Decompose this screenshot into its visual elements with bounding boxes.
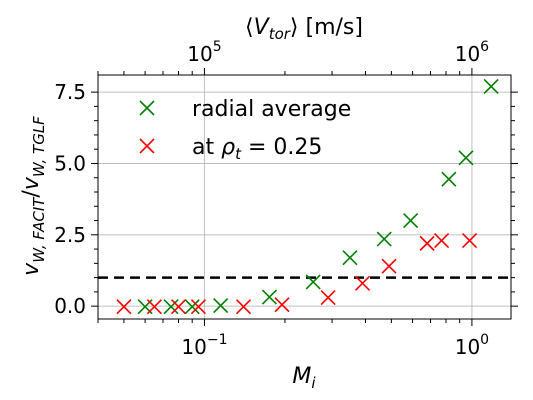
- marker-stroke: [320, 290, 336, 306]
- point-radial-average: [483, 78, 499, 94]
- tick-marks: [91, 68, 518, 326]
- y-tick-label: 2.5: [54, 223, 86, 247]
- top-tick-label: 105: [187, 39, 221, 66]
- top-tick-label: 106: [455, 39, 489, 66]
- marker-stroke: [235, 299, 252, 315]
- marker-stroke: [433, 232, 450, 249]
- marker-stroke: [342, 250, 358, 266]
- point-rho-025: [354, 275, 371, 291]
- point-rho-025: [235, 299, 252, 315]
- point-radial-average: [441, 171, 457, 187]
- point-rho-025: [116, 299, 132, 315]
- marker-stroke: [274, 297, 290, 313]
- marker-stroke: [139, 138, 155, 154]
- legend-label-rho: at ρt = 0.25: [192, 135, 322, 163]
- point-rho-025: [170, 299, 187, 315]
- legend: radial average at ρt = 0.25: [139, 97, 351, 163]
- y-tick-label: 0.0: [54, 294, 86, 318]
- marker-stroke: [170, 299, 187, 315]
- y-tick-label: 5.0: [54, 151, 86, 175]
- plot-frame: [97, 74, 512, 320]
- point-rho-025: [274, 297, 290, 313]
- grid: [98, 75, 511, 319]
- point-radial-average: [403, 212, 419, 229]
- y-tick-label: 7.5: [54, 80, 86, 104]
- legend-marker-rho: [139, 138, 155, 154]
- marker-stroke: [190, 299, 207, 315]
- point-rho-025: [190, 299, 207, 315]
- point-rho-025: [419, 235, 435, 251]
- point-radial-average: [305, 274, 321, 290]
- marker-stroke: [213, 298, 229, 314]
- marker-stroke: [354, 275, 371, 291]
- point-rho-025: [462, 232, 478, 249]
- point-rho-025: [146, 299, 162, 315]
- point-rho-025: [381, 258, 397, 274]
- point-rho-025: [320, 290, 336, 306]
- marker-stroke: [483, 78, 499, 94]
- point-rho-025: [433, 232, 450, 249]
- legend-x-marker: [139, 100, 155, 116]
- point-radial-average: [213, 298, 229, 314]
- point-radial-average: [261, 289, 278, 305]
- marker-stroke: [403, 212, 419, 229]
- data-points: [116, 78, 499, 315]
- marker-stroke: [441, 171, 457, 187]
- legend-x-marker: [139, 138, 155, 154]
- marker-stroke: [419, 235, 435, 251]
- legend-label-radial-average: radial average: [192, 97, 351, 122]
- point-radial-average: [163, 299, 179, 315]
- top-axis-label: ⟨Vtor⟩ [m/s]: [245, 15, 363, 43]
- marker-stroke: [163, 299, 179, 315]
- marker-stroke: [139, 100, 155, 116]
- point-radial-average: [184, 299, 200, 315]
- marker-stroke: [146, 299, 162, 315]
- marker-stroke: [116, 299, 132, 315]
- marker-stroke: [381, 258, 397, 274]
- x-tick-label: 100: [455, 332, 489, 359]
- marker-stroke: [462, 232, 478, 249]
- point-radial-average: [376, 231, 392, 247]
- tick-labels: 10−1 100 105 106 0.0 2.5 5.0 7.5: [54, 39, 489, 359]
- legend-marker-radial-average: [139, 100, 155, 116]
- marker-stroke: [376, 231, 392, 247]
- y-axis-label: vW, FACIT/vW, TGLF: [19, 116, 48, 276]
- x-axis-label: Mi: [292, 364, 316, 392]
- marker-stroke: [184, 299, 200, 315]
- point-radial-average: [458, 150, 474, 166]
- marker-stroke: [458, 150, 474, 166]
- marker-stroke: [305, 274, 321, 290]
- x-tick-label: 10−1: [181, 332, 227, 359]
- point-radial-average: [342, 250, 358, 266]
- marker-stroke: [261, 289, 278, 305]
